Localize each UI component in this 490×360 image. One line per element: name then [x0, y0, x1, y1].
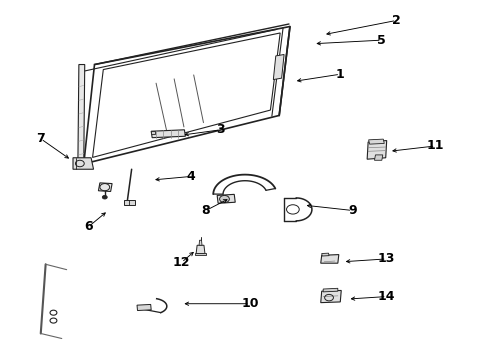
Text: 11: 11	[427, 139, 444, 152]
Text: 6: 6	[84, 220, 93, 233]
Polygon shape	[368, 139, 384, 144]
Text: 14: 14	[378, 290, 395, 303]
Polygon shape	[98, 183, 112, 192]
Polygon shape	[73, 158, 94, 169]
Circle shape	[220, 195, 229, 203]
Text: 2: 2	[392, 14, 401, 27]
Polygon shape	[367, 140, 387, 159]
Text: 8: 8	[201, 204, 210, 217]
Text: 9: 9	[348, 204, 357, 217]
Text: 3: 3	[216, 123, 225, 136]
Polygon shape	[151, 131, 155, 134]
Text: 7: 7	[36, 132, 45, 145]
Polygon shape	[217, 194, 235, 203]
Polygon shape	[196, 245, 205, 253]
Polygon shape	[137, 305, 151, 311]
Polygon shape	[273, 54, 284, 80]
Polygon shape	[151, 130, 185, 138]
Text: 1: 1	[336, 68, 344, 81]
Polygon shape	[78, 64, 85, 163]
Polygon shape	[124, 201, 135, 205]
Polygon shape	[321, 291, 341, 303]
Polygon shape	[323, 288, 338, 292]
Circle shape	[102, 195, 107, 199]
Polygon shape	[195, 253, 206, 255]
Text: 13: 13	[378, 252, 395, 265]
Polygon shape	[322, 253, 329, 256]
Polygon shape	[199, 240, 202, 245]
Polygon shape	[374, 155, 383, 160]
Text: 10: 10	[241, 297, 259, 310]
Text: 4: 4	[187, 170, 196, 183]
Text: 12: 12	[173, 256, 190, 269]
Text: 5: 5	[377, 33, 386, 47]
Polygon shape	[321, 255, 339, 263]
